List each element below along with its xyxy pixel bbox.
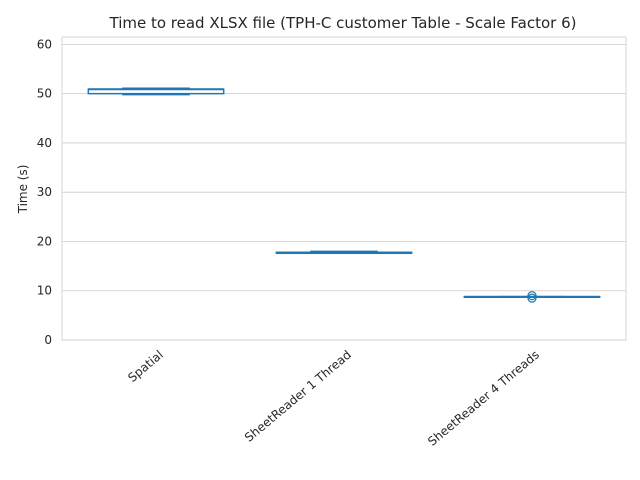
x-tick-label-2: SheetReader 4 Threads xyxy=(425,348,542,449)
y-tick-label-0: 0 xyxy=(44,333,52,347)
x-axis-ticks: Spatial SheetReader 1 Thread SheetReader 4… xyxy=(125,348,542,449)
box-series xyxy=(87,87,601,303)
y-tick-label-1: 10 xyxy=(37,284,52,298)
y-axis-label: Time (s) xyxy=(16,165,30,215)
x-tick-label-0: Spatial xyxy=(125,348,166,385)
y-tick-label-6: 60 xyxy=(37,37,52,51)
outlier-2-0 xyxy=(527,293,537,303)
y-tick-label-3: 30 xyxy=(37,185,52,199)
chart-title: Time to read XLSX file (TPH-C customer T… xyxy=(109,14,577,32)
box-2 xyxy=(463,291,601,303)
y-tick-label-2: 20 xyxy=(37,234,52,248)
y-tick-label-4: 40 xyxy=(37,136,52,150)
plot-frame xyxy=(61,36,627,341)
y-axis-ticks: 0 10 20 30 40 50 60 xyxy=(37,37,52,347)
plot-border xyxy=(61,36,627,341)
x-tick-label-1: SheetReader 1 Thread xyxy=(242,348,354,445)
box-1 xyxy=(275,250,413,255)
y-tick-label-5: 50 xyxy=(37,87,52,101)
box-0 xyxy=(87,87,225,96)
outlier-2-1 xyxy=(527,291,537,301)
